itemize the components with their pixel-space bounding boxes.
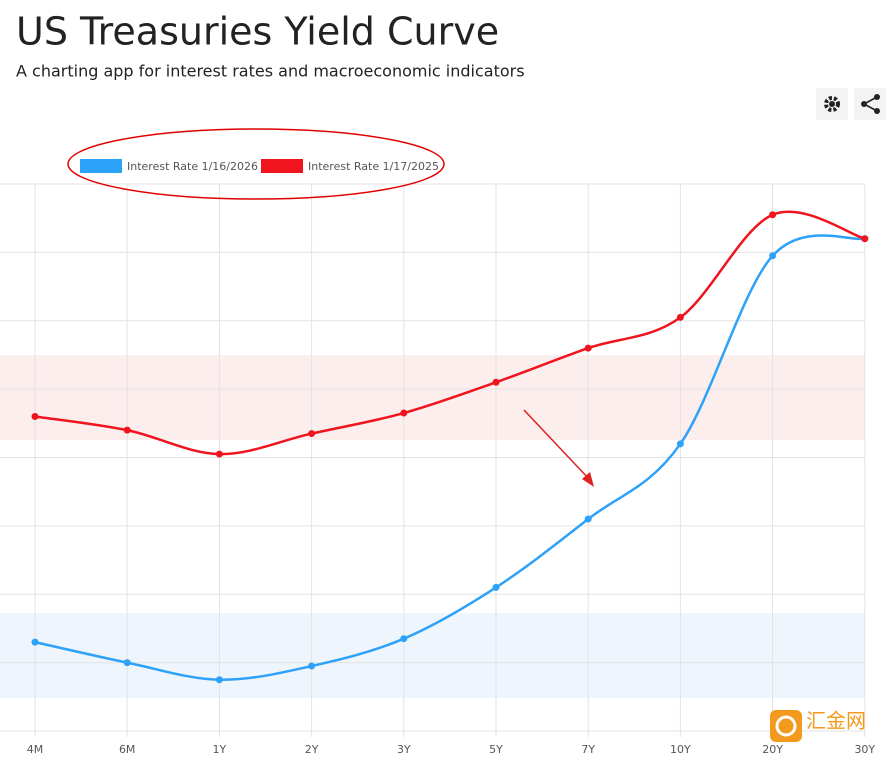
data-point xyxy=(676,313,684,321)
data-point xyxy=(215,450,223,458)
data-point xyxy=(769,211,777,219)
series-line xyxy=(34,234,866,681)
band xyxy=(0,355,865,440)
x-tick-label: 5Y xyxy=(489,743,503,756)
band xyxy=(0,613,865,698)
settings-button[interactable] xyxy=(816,88,848,120)
x-tick-label: 20Y xyxy=(762,743,783,756)
data-point xyxy=(215,676,223,684)
annotation-arrow xyxy=(523,409,591,481)
data-point xyxy=(123,659,131,667)
watermark: 汇金网 xyxy=(770,709,866,742)
share-button[interactable] xyxy=(854,88,886,120)
x-tick-label: 6M xyxy=(119,743,136,756)
page-title: US Treasuries Yield Curve xyxy=(16,10,499,54)
annotation-arrowhead xyxy=(582,472,594,487)
data-point xyxy=(492,378,500,386)
data-point xyxy=(584,515,592,523)
legend-swatch xyxy=(80,159,122,173)
data-point xyxy=(31,412,39,420)
data-point xyxy=(676,440,684,448)
data-point xyxy=(769,252,777,260)
data-point xyxy=(123,426,131,434)
x-tick-label: 7Y xyxy=(581,743,595,756)
x-tick-label: 2Y xyxy=(305,743,319,756)
data-point xyxy=(400,635,408,643)
data-point xyxy=(308,430,316,438)
page-subtitle: A charting app for interest rates and ma… xyxy=(16,62,525,81)
x-tick-label: 3Y xyxy=(397,743,411,756)
x-tick-label: 4M xyxy=(27,743,44,756)
highlight-ellipse xyxy=(67,128,445,200)
x-tick-label: 1Y xyxy=(213,743,227,756)
x-tick-label: 30Y xyxy=(854,743,875,756)
data-point xyxy=(308,662,316,670)
x-tick-label: 10Y xyxy=(670,743,691,756)
data-point xyxy=(31,638,39,646)
data-point xyxy=(400,409,408,417)
data-point xyxy=(584,344,592,352)
legend-label: Interest Rate 1/17/2025 xyxy=(308,160,439,173)
data-point xyxy=(861,235,869,243)
watermark-text: 汇金网 xyxy=(806,709,866,733)
series-line xyxy=(34,210,866,456)
legend-label: Interest Rate 1/16/2026 xyxy=(127,160,258,173)
legend-swatch xyxy=(261,159,303,173)
data-point xyxy=(492,583,500,591)
